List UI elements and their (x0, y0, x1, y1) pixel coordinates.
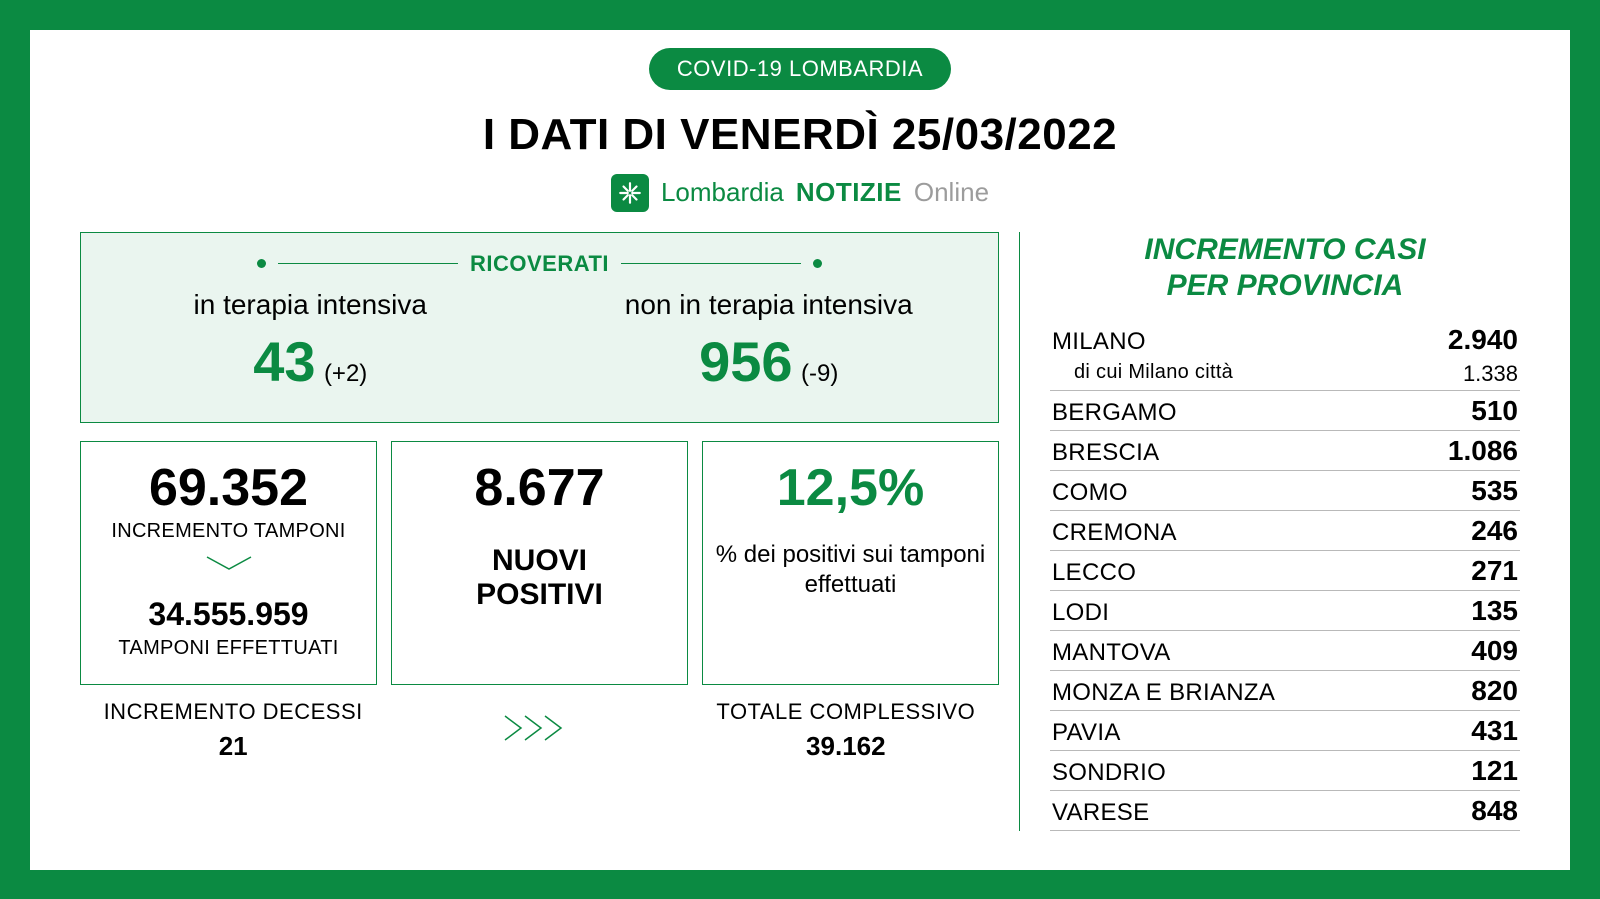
province-sub-value: 1.338 (1463, 361, 1518, 387)
province-row: MONZA E BRIANZA 820 (1050, 671, 1520, 711)
tamponi-increment-label: INCREMENTO TAMPONI (111, 520, 345, 543)
province-row: CREMONA 246 (1050, 511, 1520, 551)
province-name: VARESE (1052, 799, 1149, 827)
stats-row: 69.352 INCREMENTO TAMPONI 34.555.959 TAM… (80, 441, 999, 685)
province-name: LECCO (1052, 559, 1136, 587)
logo-text-notizie: NOTIZIE (796, 177, 902, 208)
total-block: TOTALE COMPLESSIVO 39.162 (693, 699, 999, 762)
province-name: LODI (1052, 599, 1109, 627)
provinces-title-line1: INCREMENTO CASI (1144, 233, 1425, 266)
lombardia-logo-icon (611, 174, 649, 212)
header-badge: COVID-19 LOMBARDIA (649, 48, 951, 90)
province-value: 271 (1471, 555, 1518, 587)
province-row: PAVIA 431 (1050, 711, 1520, 751)
province-value: 1.086 (1448, 435, 1518, 467)
province-row: SONDRIO 121 (1050, 751, 1520, 791)
province-sub-name: di cui Milano città (1074, 361, 1233, 387)
province-value: 409 (1471, 635, 1518, 667)
province-name: BERGAMO (1052, 399, 1177, 427)
ricoverati-header: RICOVERATI (81, 233, 998, 289)
bottom-row: INCREMENTO DECESSI 21 TOTALE COMPLESSIVO… (80, 699, 999, 762)
intensive-value: 43 (253, 329, 315, 394)
percent-label: % dei positivi sui tamponi effettuati (711, 540, 990, 600)
province-value: 510 (1471, 395, 1518, 427)
province-value: 431 (1471, 715, 1518, 747)
province-row: MILANO 2.940 (1050, 320, 1520, 359)
deaths-block: INCREMENTO DECESSI 21 (80, 699, 386, 762)
province-value: 135 (1471, 595, 1518, 627)
provinces-column: INCREMENTO CASI PER PROVINCIA MILANO 2.94… (1020, 232, 1520, 831)
province-name: MONZA E BRIANZA (1052, 679, 1275, 707)
province-name: MANTOVA (1052, 639, 1171, 667)
line-left-icon (278, 263, 458, 264)
province-value: 848 (1471, 795, 1518, 827)
logo-text-lombardia: Lombardia (661, 177, 784, 208)
total-label: TOTALE COMPLESSIVO (693, 699, 999, 725)
province-name: CREMONA (1052, 519, 1177, 547)
provinces-title: INCREMENTO CASI PER PROVINCIA (1050, 232, 1520, 304)
chevron-down-icon (201, 553, 257, 580)
province-name: SONDRIO (1052, 759, 1166, 787)
tamponi-increment-value: 69.352 (149, 462, 308, 514)
provinces-list: MILANO 2.940 di cui Milano città 1.338 BERGA… (1050, 320, 1520, 831)
tamponi-box: 69.352 INCREMENTO TAMPONI 34.555.959 TAM… (80, 441, 377, 685)
page-title: I DATI DI VENERDÌ 25/03/2022 (30, 110, 1570, 160)
intensive-care-block: in terapia intensiva 43 (+2) (81, 289, 540, 394)
non-intensive-value: 956 (699, 329, 792, 394)
ricoverati-panel: RICOVERATI in terapia intensiva 43 (+2) … (80, 232, 999, 423)
left-column: RICOVERATI in terapia intensiva 43 (+2) … (80, 232, 1020, 831)
ricoverati-label: RICOVERATI (470, 251, 609, 277)
logo-line: Lombardia NOTIZIE Online (30, 174, 1570, 212)
content: RICOVERATI in terapia intensiva 43 (+2) … (30, 212, 1570, 831)
dot-right-icon (813, 259, 822, 268)
province-value: 535 (1471, 475, 1518, 507)
provinces-title-line2: PER PROVINCIA (1167, 269, 1404, 302)
chevrons-right-icon (386, 710, 692, 751)
header: COVID-19 LOMBARDIA I DATI DI VENERDÌ 25/… (30, 30, 1570, 212)
province-name: COMO (1052, 479, 1128, 507)
province-name: BRESCIA (1052, 439, 1159, 467)
province-value: 820 (1471, 675, 1518, 707)
logo-text-online: Online (914, 177, 989, 208)
province-row: MANTOVA 409 (1050, 631, 1520, 671)
deaths-label: INCREMENTO DECESSI (80, 699, 386, 725)
tamponi-total-label: TAMPONI EFFETTUATI (118, 637, 338, 660)
province-subrow: di cui Milano città 1.338 (1050, 359, 1520, 391)
province-row: LECCO 271 (1050, 551, 1520, 591)
non-intensive-block: non in terapia intensiva 956 (-9) (540, 289, 999, 394)
positivi-box: 8.677 NUOVIPOSITIVI (391, 441, 688, 685)
province-value: 2.940 (1448, 324, 1518, 356)
province-value: 246 (1471, 515, 1518, 547)
province-row: LODI 135 (1050, 591, 1520, 631)
province-name: MILANO (1052, 328, 1146, 356)
province-value: 121 (1471, 755, 1518, 787)
province-name: PAVIA (1052, 719, 1121, 747)
percent-value: 12,5% (777, 462, 924, 514)
intensive-delta: (+2) (324, 360, 367, 388)
province-row: BRESCIA 1.086 (1050, 431, 1520, 471)
deaths-value: 21 (80, 731, 386, 762)
positivi-value: 8.677 (474, 462, 604, 514)
positivi-label: NUOVIPOSITIVI (476, 544, 603, 613)
province-row: BERGAMO 510 (1050, 391, 1520, 431)
total-value: 39.162 (693, 731, 999, 762)
line-right-icon (621, 263, 801, 264)
percent-box: 12,5% % dei positivi sui tamponi effettu… (702, 441, 999, 685)
province-row: COMO 535 (1050, 471, 1520, 511)
province-row: VARESE 848 (1050, 791, 1520, 831)
non-intensive-delta: (-9) (801, 360, 838, 388)
non-intensive-label: non in terapia intensiva (540, 289, 999, 321)
infographic-frame: COVID-19 LOMBARDIA I DATI DI VENERDÌ 25/… (30, 30, 1570, 870)
intensive-label: in terapia intensiva (81, 289, 540, 321)
tamponi-total-value: 34.555.959 (148, 596, 308, 633)
dot-left-icon (257, 259, 266, 268)
